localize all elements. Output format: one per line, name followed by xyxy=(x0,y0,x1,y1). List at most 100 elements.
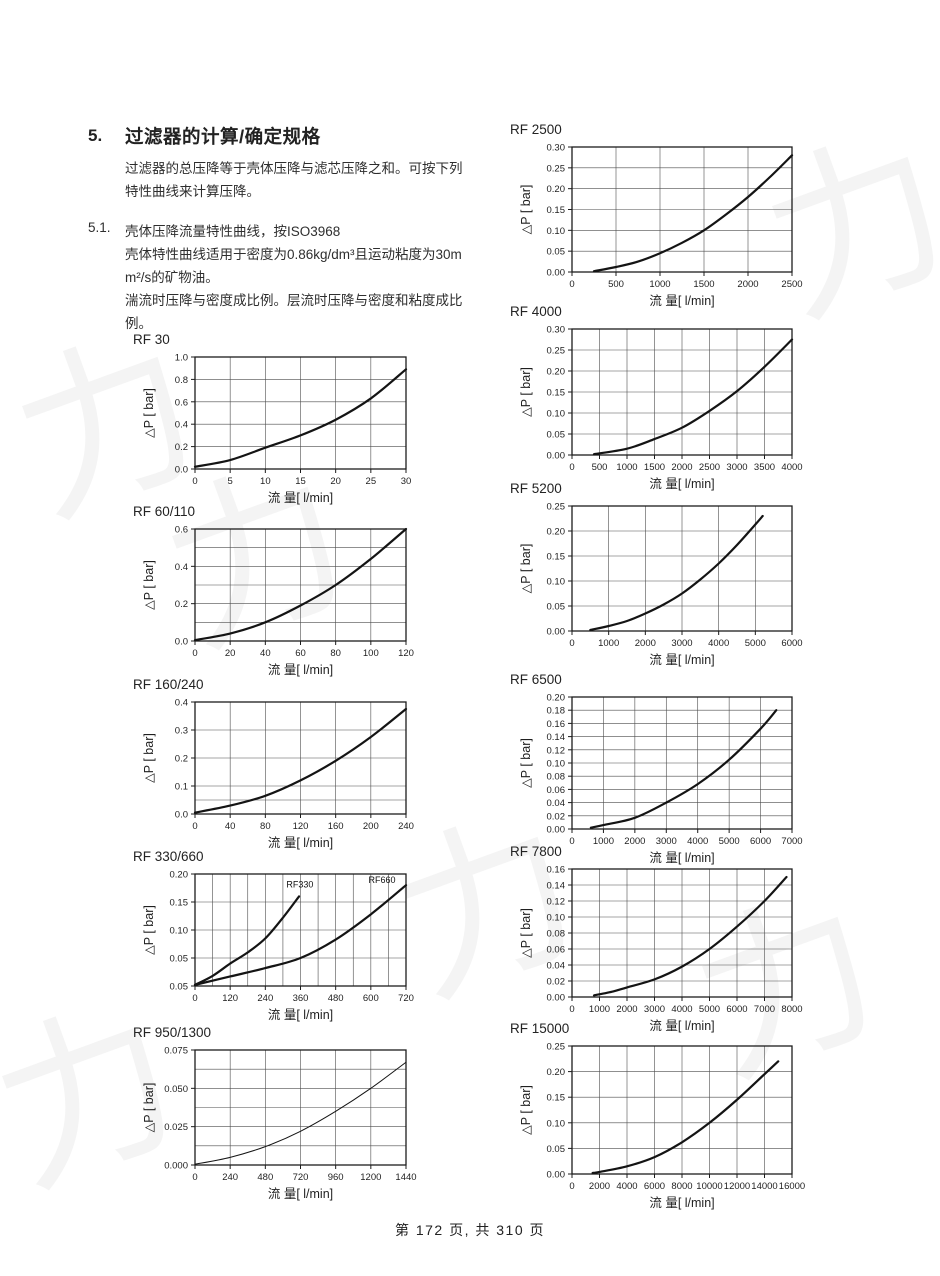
svg-text:0.6: 0.6 xyxy=(175,397,188,408)
svg-text:960: 960 xyxy=(328,1172,344,1183)
svg-text:0.15: 0.15 xyxy=(547,205,566,216)
svg-text:0.16: 0.16 xyxy=(547,719,566,730)
svg-text:40: 40 xyxy=(225,821,236,832)
svg-text:14000: 14000 xyxy=(751,1181,777,1192)
svg-text:40: 40 xyxy=(260,648,271,659)
svg-text:3500: 3500 xyxy=(754,462,775,473)
chart-plot: 0 240 480 720 960 1200 1440 0.000 0.025 0.050 0.07… xyxy=(133,1042,422,1211)
chart-plot: 0 120 240 360 480 600 720 0.05 0.05 0.10 0.15 0.20 流… xyxy=(133,866,422,1032)
chart-rf-6500: RF 6500 0 1000 2000 3000 4000 5000 6000 7000 0.0… xyxy=(510,671,808,875)
svg-text:0.10: 0.10 xyxy=(547,913,566,924)
svg-text:流 量[ l/min]: 流 量[ l/min] xyxy=(649,477,714,491)
svg-text:0.2: 0.2 xyxy=(175,442,188,453)
svg-text:0: 0 xyxy=(569,462,574,473)
svg-text:1500: 1500 xyxy=(693,279,714,290)
svg-text:5000: 5000 xyxy=(745,638,766,649)
chart-rf-7800: RF 7800 0 1000 2000 3000 4000 5000 6000 7000 800… xyxy=(510,843,808,1043)
svg-text:0.30: 0.30 xyxy=(547,143,566,154)
chart-plot: 0 20 40 60 80 100 120 0.0 0.2 0.4 0.6 流 量[ l/min] △P… xyxy=(133,521,422,687)
svg-text:360: 360 xyxy=(293,993,309,1004)
svg-text:0.4: 0.4 xyxy=(175,562,188,573)
chart-rf-330-660: RF 330/660 0 120 240 360 480 600 720 0.05 0.05 0.… xyxy=(133,848,422,1032)
svg-text:600: 600 xyxy=(363,993,379,1004)
svg-text:0.20: 0.20 xyxy=(547,693,566,704)
svg-text:流 量[ l/min]: 流 量[ l/min] xyxy=(268,1008,333,1022)
svg-text:2000: 2000 xyxy=(635,638,656,649)
svg-text:0: 0 xyxy=(192,476,197,487)
svg-text:0.00: 0.00 xyxy=(547,268,566,279)
svg-text:2500: 2500 xyxy=(699,462,720,473)
svg-text:0.20: 0.20 xyxy=(547,367,566,378)
svg-text:0.04: 0.04 xyxy=(547,961,566,972)
chart-title: RF 5200 xyxy=(510,481,562,496)
svg-text:RF330: RF330 xyxy=(286,879,313,889)
svg-text:7000: 7000 xyxy=(781,836,802,847)
svg-text:4000: 4000 xyxy=(781,462,802,473)
chart-plot: 0 40 80 120 160 200 240 0.0 0.1 0.2 0.3 0.4 流 量[ l/m… xyxy=(133,694,422,860)
svg-text:6000: 6000 xyxy=(726,1004,747,1015)
svg-text:流 量[ l/min]: 流 量[ l/min] xyxy=(268,836,333,850)
svg-text:0.08: 0.08 xyxy=(547,929,566,940)
svg-text:240: 240 xyxy=(222,1172,238,1183)
svg-text:240: 240 xyxy=(257,993,273,1004)
svg-text:720: 720 xyxy=(293,1172,309,1183)
chart-rf-5200: RF 5200 0 1000 2000 3000 4000 5000 6000 0.00 0.0… xyxy=(510,480,808,677)
svg-text:3000: 3000 xyxy=(671,638,692,649)
page-number-footer: 第 172 页, 共 310 页 xyxy=(394,1222,546,1238)
svg-text:6000: 6000 xyxy=(781,638,802,649)
svg-text:0.12: 0.12 xyxy=(547,745,566,756)
svg-text:0: 0 xyxy=(192,1172,197,1183)
svg-text:0.05: 0.05 xyxy=(547,430,566,441)
svg-text:500: 500 xyxy=(592,462,608,473)
svg-text:0.8: 0.8 xyxy=(175,375,188,386)
svg-text:0: 0 xyxy=(569,836,574,847)
chart-title: RF 6500 xyxy=(510,672,562,687)
chart-plot: 0 1000 2000 3000 4000 5000 6000 0.00 0.05 0.10 0.1… xyxy=(510,498,808,677)
svg-text:0.20: 0.20 xyxy=(170,870,189,881)
svg-text:2000: 2000 xyxy=(616,1004,637,1015)
svg-text:0.025: 0.025 xyxy=(164,1122,188,1133)
svg-text:20: 20 xyxy=(330,476,341,487)
svg-text:0.0: 0.0 xyxy=(175,637,188,648)
subsection-para-1: 壳体特性曲线适用于密度为0.86kg/dm³且运动粘度为30mm²/s的矿物油。 xyxy=(125,247,462,285)
svg-text:0.15: 0.15 xyxy=(547,1093,566,1104)
svg-text:60: 60 xyxy=(295,648,306,659)
svg-text:0.25: 0.25 xyxy=(547,346,566,357)
svg-text:0.30: 0.30 xyxy=(547,325,566,336)
svg-text:0.10: 0.10 xyxy=(547,409,566,420)
svg-text:160: 160 xyxy=(328,821,344,832)
svg-text:0.075: 0.075 xyxy=(164,1046,188,1057)
svg-text:0.16: 0.16 xyxy=(547,865,566,876)
svg-text:1.0: 1.0 xyxy=(175,353,188,364)
svg-text:1000: 1000 xyxy=(593,836,614,847)
section-title: 过滤器的计算/确定规格 xyxy=(125,126,321,147)
chart-title: RF 7800 xyxy=(510,844,562,859)
svg-text:120: 120 xyxy=(222,993,238,1004)
svg-text:0.05: 0.05 xyxy=(170,982,189,993)
svg-text:0.050: 0.050 xyxy=(164,1084,188,1095)
svg-text:0.10: 0.10 xyxy=(547,1118,566,1129)
svg-text:0.00: 0.00 xyxy=(547,993,566,1004)
chart-rf-2500: RF 2500 0 500 1000 1500 2000 2500 0.00 0.05 0.10… xyxy=(510,121,808,318)
svg-text:5: 5 xyxy=(228,476,233,487)
svg-text:0.4: 0.4 xyxy=(175,698,188,709)
svg-text:3000: 3000 xyxy=(644,1004,665,1015)
svg-text:RF660: RF660 xyxy=(368,875,395,885)
svg-text:0.20: 0.20 xyxy=(547,1067,566,1078)
svg-text:240: 240 xyxy=(398,821,414,832)
svg-text:120: 120 xyxy=(293,821,309,832)
svg-text:0.20: 0.20 xyxy=(547,527,566,538)
chart-title: RF 950/1300 xyxy=(133,1025,212,1040)
svg-text:△P [ bar]: △P [ bar] xyxy=(142,560,156,610)
svg-text:0.05: 0.05 xyxy=(547,1144,566,1155)
svg-text:2000: 2000 xyxy=(624,836,645,847)
chart-title: RF 330/660 xyxy=(133,849,204,864)
svg-text:7000: 7000 xyxy=(754,1004,775,1015)
svg-text:0.18: 0.18 xyxy=(547,706,566,717)
svg-text:0.14: 0.14 xyxy=(547,881,566,892)
svg-text:720: 720 xyxy=(398,993,414,1004)
svg-text:0: 0 xyxy=(569,638,574,649)
svg-text:2500: 2500 xyxy=(781,279,802,290)
chart-title: RF 60/110 xyxy=(133,504,196,519)
svg-text:1000: 1000 xyxy=(649,279,670,290)
